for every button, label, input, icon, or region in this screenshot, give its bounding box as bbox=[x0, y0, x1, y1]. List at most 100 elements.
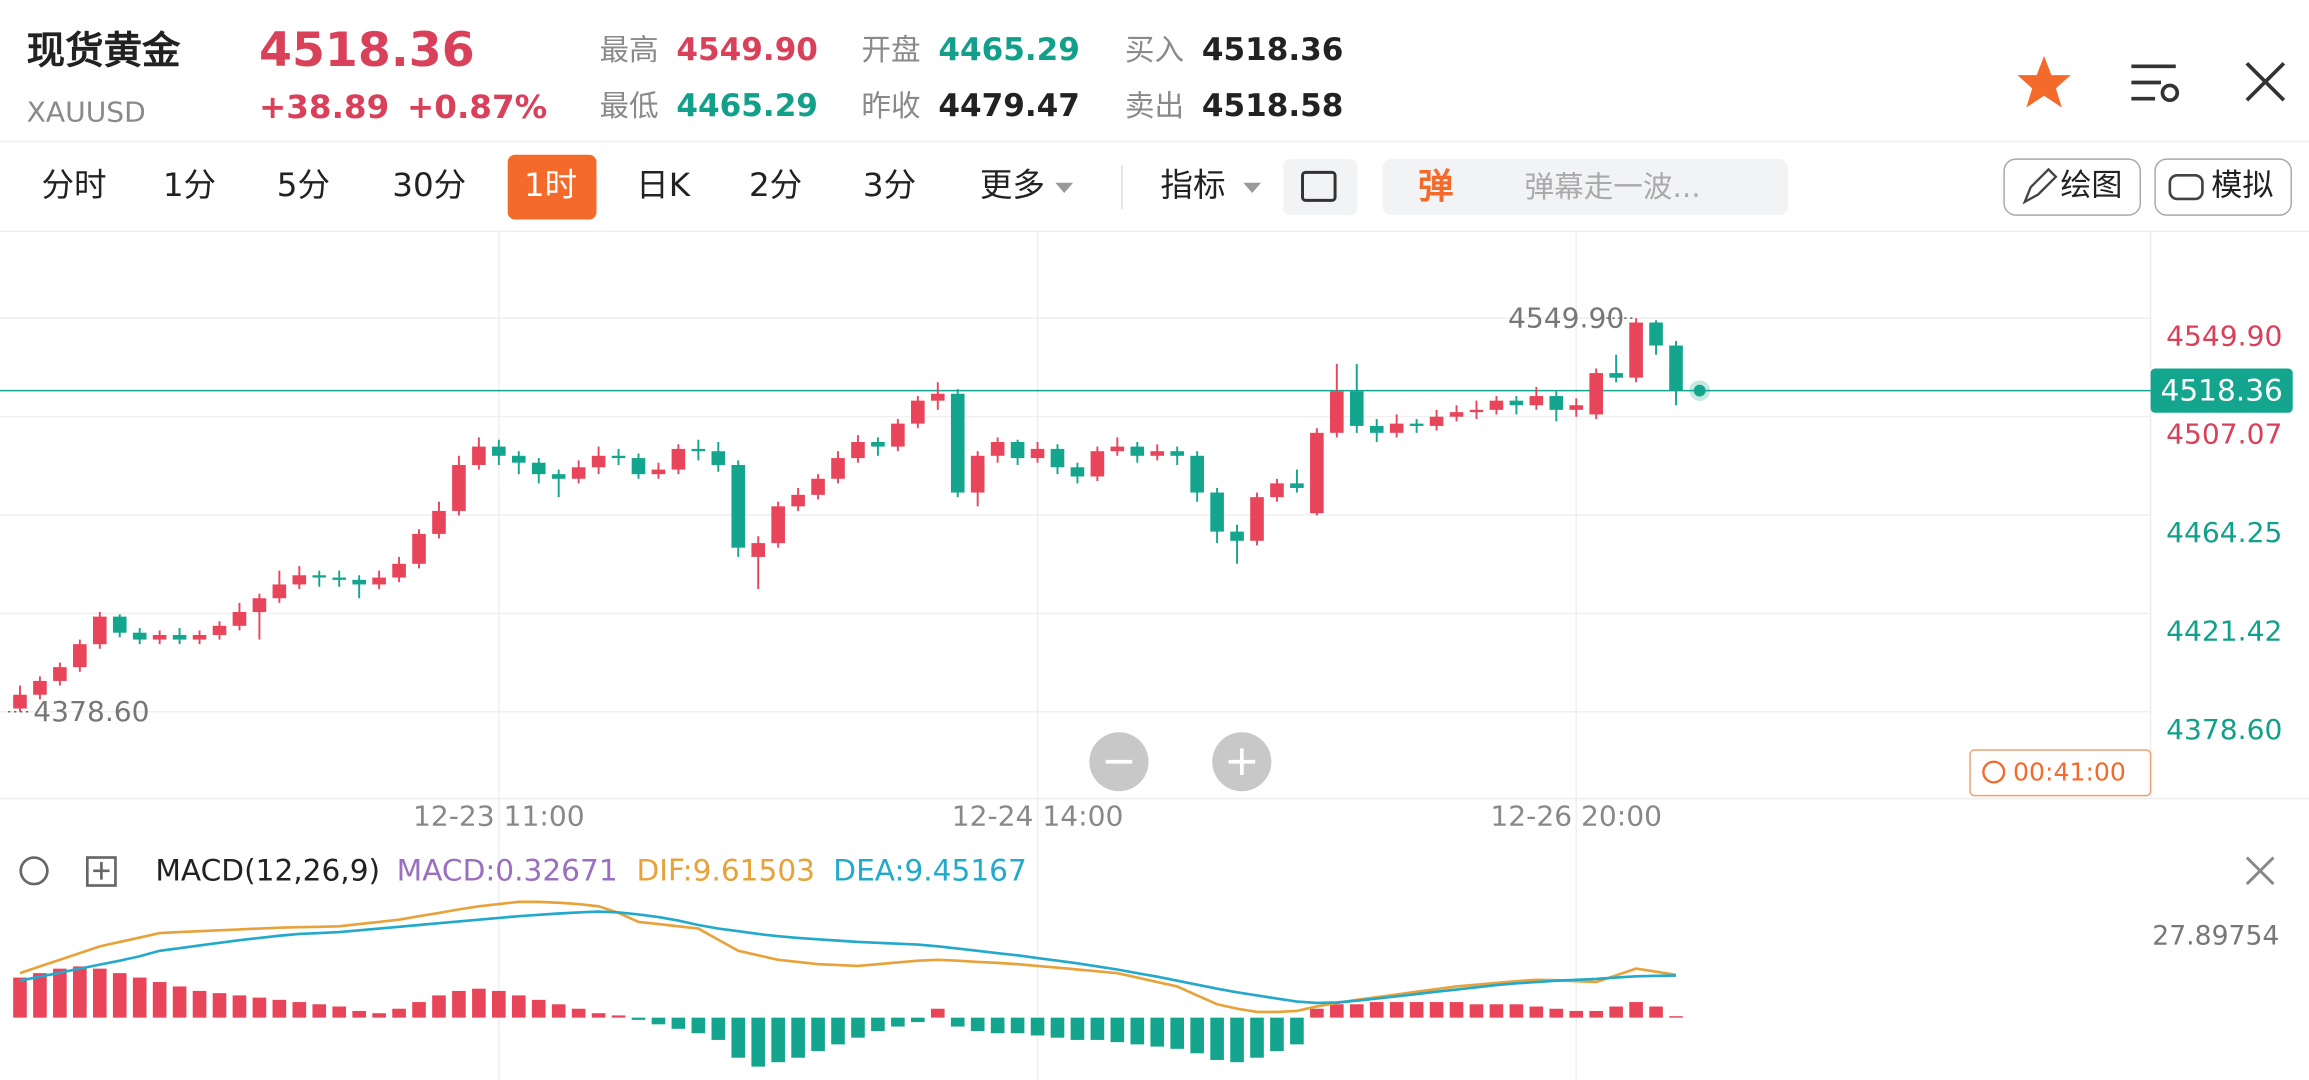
danmu-input[interactable] bbox=[1382, 159, 1788, 216]
candle-body bbox=[1130, 446, 1145, 456]
stat-label: 昨收 bbox=[861, 89, 920, 123]
tab[interactable]: 5分 bbox=[277, 166, 330, 204]
macd-bar bbox=[1529, 1006, 1544, 1018]
instrument-name: 现货黄金 bbox=[27, 29, 181, 74]
close-line[interactable] bbox=[2245, 62, 2286, 102]
macd-bar bbox=[312, 1004, 327, 1018]
macd-bar bbox=[252, 997, 267, 1018]
macd-bar bbox=[751, 1017, 766, 1067]
y-tick-label: 4549.90 bbox=[2166, 319, 2282, 352]
candle-body bbox=[1429, 416, 1444, 426]
macd-bar bbox=[1649, 1006, 1663, 1018]
candle-body bbox=[651, 469, 666, 475]
favorite-star[interactable] bbox=[2017, 55, 2071, 108]
macd-close[interactable] bbox=[2245, 856, 2275, 886]
macd-bar bbox=[1469, 1004, 1484, 1018]
stat-label: 卖出 bbox=[1125, 89, 1184, 123]
macd-axis-label: 27.89754 bbox=[2152, 921, 2279, 952]
macd-bar bbox=[1569, 1010, 1584, 1018]
macd-bar bbox=[292, 1002, 307, 1018]
menu-dot[interactable] bbox=[2160, 83, 2180, 103]
candle-body bbox=[1389, 423, 1404, 433]
candle-body bbox=[352, 579, 366, 585]
stat-label: 开盘 bbox=[861, 33, 920, 67]
macd-bar bbox=[1210, 1017, 1224, 1060]
star-icon[interactable] bbox=[2017, 55, 2071, 108]
draw-label[interactable]: 绘图 bbox=[2060, 168, 2122, 204]
high-label: 4549.90 bbox=[1508, 302, 1624, 335]
macd-bar bbox=[851, 1017, 865, 1038]
macd-bar bbox=[1549, 1008, 1564, 1018]
macd-chart bbox=[13, 900, 1683, 1067]
macd-bar bbox=[492, 990, 506, 1018]
close-line[interactable] bbox=[2245, 856, 2275, 886]
close-button[interactable] bbox=[2245, 62, 2286, 102]
candle-body bbox=[232, 612, 247, 626]
candle-body bbox=[13, 694, 27, 709]
caret bbox=[1243, 182, 1262, 194]
gamepad-icon[interactable] bbox=[2168, 174, 2204, 201]
stat-value: 4518.58 bbox=[1202, 88, 1344, 124]
dea-value: DEA:9.45167 bbox=[833, 854, 1027, 888]
x-tick-label: 12-23 11:00 bbox=[413, 800, 585, 833]
macd-bar bbox=[571, 1008, 586, 1018]
candle-body bbox=[1230, 531, 1244, 541]
timer-box bbox=[1969, 749, 2152, 797]
tab[interactable]: 日K bbox=[636, 166, 691, 204]
candle-body bbox=[551, 474, 566, 479]
setting-button[interactable] bbox=[1283, 159, 1358, 216]
price-change-pct: +0.87% bbox=[407, 88, 547, 126]
tab[interactable]: 3分 bbox=[863, 166, 916, 204]
macd-bar bbox=[891, 1017, 905, 1027]
caret bbox=[1055, 182, 1074, 194]
draw-button[interactable] bbox=[2003, 158, 2142, 216]
setting-icon[interactable] bbox=[1301, 170, 1337, 202]
candle-body bbox=[252, 598, 267, 613]
tab[interactable]: 1分 bbox=[163, 166, 216, 204]
candle-body bbox=[531, 462, 546, 475]
candle-body bbox=[990, 442, 1005, 456]
macd-bar bbox=[990, 1017, 1005, 1034]
x-tick-label: 12-26 20:00 bbox=[1490, 800, 1662, 833]
indicator-button[interactable]: 指标 bbox=[1160, 166, 1225, 204]
candle-body bbox=[1050, 448, 1065, 468]
macd-bar bbox=[831, 1017, 845, 1045]
candle-body bbox=[332, 577, 347, 580]
macd-bar bbox=[1090, 1017, 1105, 1040]
candle-body bbox=[292, 575, 307, 585]
macd-bar bbox=[272, 999, 287, 1018]
macd-bar bbox=[1589, 1010, 1604, 1018]
candle-body bbox=[1070, 467, 1085, 477]
macd-bar bbox=[1270, 1017, 1284, 1052]
candle-body bbox=[1090, 451, 1105, 477]
tab[interactable]: 1时 bbox=[524, 166, 577, 204]
macd-bar bbox=[192, 990, 207, 1018]
candle-body bbox=[1290, 483, 1304, 488]
tab[interactable]: 30分 bbox=[392, 166, 466, 204]
tab[interactable]: 2分 bbox=[749, 166, 802, 204]
candle-body bbox=[432, 510, 446, 534]
macd-title: MACD(12,26,9) bbox=[155, 854, 380, 888]
macd-bar bbox=[332, 1006, 347, 1018]
candle-body bbox=[1549, 396, 1564, 410]
x-tick-label: 12-24 14:00 bbox=[952, 800, 1124, 833]
pen-icon[interactable] bbox=[2022, 167, 2058, 205]
simulate-button[interactable] bbox=[2154, 158, 2292, 216]
macd-bar bbox=[1070, 1017, 1085, 1040]
add-indicator[interactable] bbox=[85, 856, 117, 887]
candle-body bbox=[1250, 497, 1264, 541]
stat-value: 4479.47 bbox=[938, 88, 1080, 124]
tab[interactable]: 分时 bbox=[41, 166, 106, 204]
candle-body bbox=[851, 442, 865, 459]
simulate-label[interactable]: 模拟 bbox=[2211, 168, 2273, 204]
danmu-placeholder[interactable]: 弹幕走一波... bbox=[1525, 170, 1701, 204]
dif-line bbox=[19, 900, 1677, 1014]
settings-icon[interactable] bbox=[19, 856, 49, 886]
macd-bar bbox=[13, 977, 27, 1018]
danmu-icon[interactable]: 弹 bbox=[1418, 167, 1454, 208]
candle-body bbox=[1629, 322, 1643, 378]
candle-body bbox=[631, 458, 646, 475]
tab[interactable]: 更多 bbox=[980, 166, 1045, 204]
menu-button[interactable] bbox=[2131, 64, 2180, 103]
macd-bar bbox=[33, 973, 47, 1018]
